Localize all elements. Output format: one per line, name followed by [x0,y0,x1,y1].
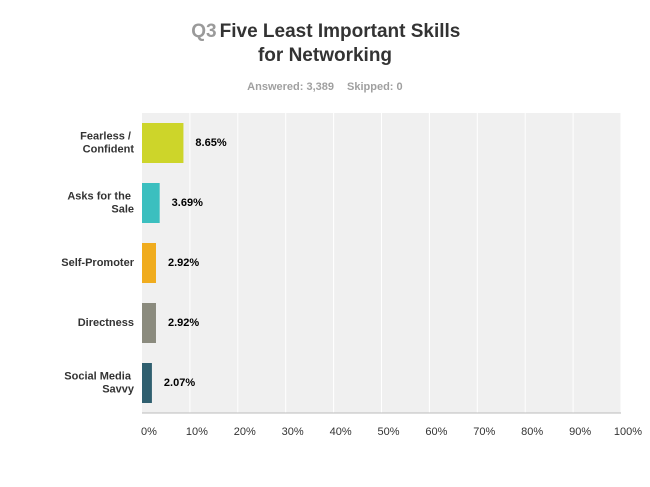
category-label: Directness [78,317,134,329]
x-tick-label: 100% [614,426,642,438]
category-label: Self-Promoter [61,257,134,269]
category-line: Asks for the [67,190,134,202]
category-label: Asks for the Sale [67,190,134,215]
x-tick-label: 90% [569,426,591,438]
x-tick-label: 80% [521,426,543,438]
answered: Answered: 3,389 [247,81,334,93]
bar [142,123,184,163]
value-label: 8.65% [195,137,226,149]
bar [142,363,152,403]
value-label: 2.92% [168,257,199,269]
x-tick-label: 30% [282,426,304,438]
x-tick-label: 40% [330,426,352,438]
category-line: Self-Promoter [61,257,134,269]
category-label: Social Media Savvy [64,370,135,395]
category-line: Fearless / [80,130,134,142]
title-line: for Networking [258,45,392,66]
bar [142,303,156,343]
value-label: 2.07% [164,377,195,389]
value-label: 2.92% [168,317,199,329]
x-tick-label: 10% [186,426,208,438]
title-line: Five Least Important Skills [220,21,461,42]
category-line: Sale [111,203,134,215]
category-line: Confident [83,143,135,155]
x-tick-label: 60% [425,426,447,438]
skipped: Skipped: 0 [347,81,403,93]
x-tick-label: 70% [473,426,495,438]
category-line: Directness [78,317,134,329]
x-tick-label: 20% [234,426,256,438]
value-label: 3.69% [172,197,203,209]
bar [142,183,160,223]
title-number: Q3 [191,21,216,42]
bar [142,243,156,283]
chart-title: Q3 [191,21,216,42]
x-tick-label: 0% [141,426,157,438]
chart-title-text: Five Least Important Skills for Networkin… [220,21,461,66]
x-tick-label: 50% [377,426,399,438]
category-label: Fearless / Confident [80,130,134,155]
category-line: Savvy [102,383,135,395]
category-line: Social Media [64,370,134,382]
